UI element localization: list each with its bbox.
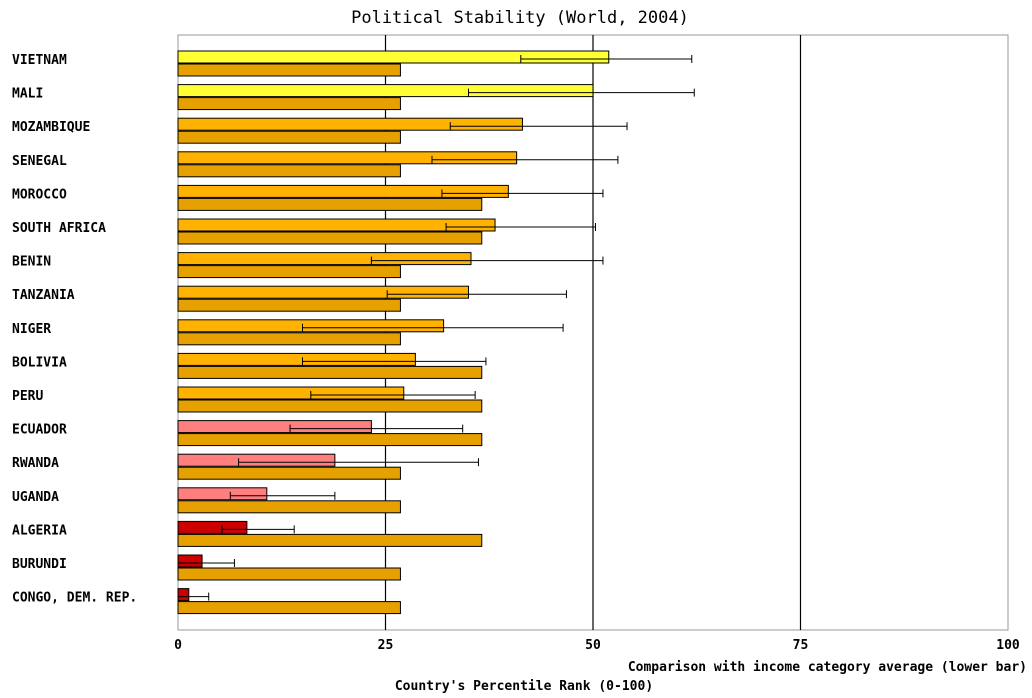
country-bar bbox=[177, 386, 405, 400]
country-bar bbox=[177, 319, 445, 333]
country-bar bbox=[177, 487, 268, 501]
income-average-bar bbox=[177, 365, 483, 379]
category-label: MALI bbox=[12, 87, 43, 102]
category-label: MOROCCO bbox=[12, 187, 67, 202]
country-bar bbox=[177, 252, 472, 266]
chart-title: Political Stability (World, 2004) bbox=[351, 8, 689, 28]
category-label: MOZAMBIQUE bbox=[12, 120, 90, 135]
x-tick-label: 50 bbox=[585, 638, 601, 653]
x-axis-label: Country's Percentile Rank (0-100) bbox=[395, 679, 653, 694]
income-average-bar bbox=[177, 197, 483, 211]
income-average-bar bbox=[177, 500, 401, 514]
country-bar bbox=[177, 50, 610, 64]
country-bar bbox=[177, 420, 372, 434]
category-label: RWANDA bbox=[12, 456, 59, 471]
category-label: NIGER bbox=[12, 322, 51, 337]
income-average-bar bbox=[177, 63, 401, 77]
country-bar bbox=[177, 352, 416, 366]
x-tick-label: 100 bbox=[996, 638, 1020, 653]
country-bar bbox=[177, 151, 518, 165]
income-average-bar bbox=[177, 97, 401, 111]
country-bar bbox=[177, 117, 523, 131]
category-label: TANZANIA bbox=[12, 288, 75, 303]
income-average-bar bbox=[177, 399, 483, 413]
x-tick-label: 25 bbox=[378, 638, 394, 653]
country-bar bbox=[177, 453, 336, 467]
country-bar bbox=[177, 520, 248, 534]
income-average-bar bbox=[177, 332, 401, 346]
x-tick-label: 0 bbox=[174, 638, 182, 653]
income-average-bar bbox=[177, 601, 401, 615]
income-comparison-label: Comparison with income category average … bbox=[628, 660, 1027, 675]
category-label: BOLIVIA bbox=[12, 355, 67, 370]
category-label: ALGERIA bbox=[12, 523, 67, 538]
country-bar bbox=[177, 218, 496, 232]
category-label: ECUADOR bbox=[12, 423, 67, 438]
income-average-bar bbox=[177, 533, 483, 547]
income-average-bar bbox=[177, 433, 483, 447]
country-bar bbox=[177, 184, 509, 198]
income-average-bar bbox=[177, 567, 401, 581]
x-tick-label: 75 bbox=[793, 638, 809, 653]
category-label: VIETNAM bbox=[12, 53, 67, 68]
country-bar bbox=[177, 554, 203, 568]
income-average-bar bbox=[177, 466, 401, 480]
country-bar bbox=[177, 84, 594, 98]
category-label: CONGO, DEM. REP. bbox=[12, 591, 137, 606]
income-average-bar bbox=[177, 231, 483, 245]
category-label: UGANDA bbox=[12, 490, 59, 505]
category-label: PERU bbox=[12, 389, 43, 404]
income-average-bar bbox=[177, 298, 401, 312]
income-average-bar bbox=[177, 265, 401, 279]
income-average-bar bbox=[177, 164, 401, 178]
category-label: SENEGAL bbox=[12, 154, 67, 169]
category-label: SOUTH AFRICA bbox=[12, 221, 106, 236]
income-average-bar bbox=[177, 130, 401, 144]
category-label: BURUNDI bbox=[12, 557, 67, 572]
category-label: BENIN bbox=[12, 255, 51, 270]
country-bar bbox=[177, 285, 469, 299]
country-bar bbox=[177, 588, 190, 602]
